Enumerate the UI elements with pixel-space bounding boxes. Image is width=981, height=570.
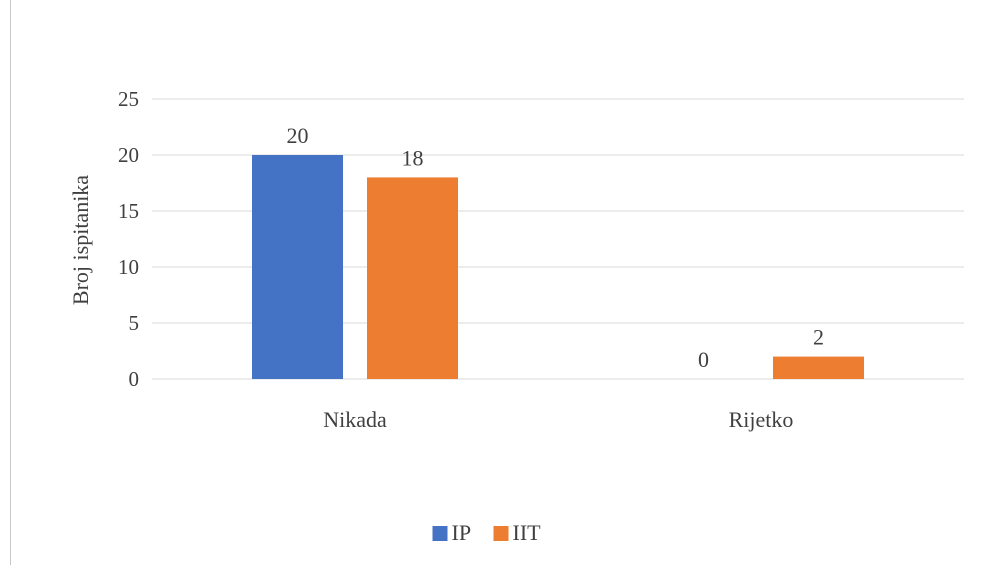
- data-labels: 20 18 0 2: [287, 123, 825, 372]
- y-tick-label: 5: [129, 311, 140, 335]
- y-tick-label: 0: [129, 367, 140, 391]
- y-tick-label: 20: [118, 143, 139, 167]
- x-category-label: Rijetko: [729, 407, 794, 432]
- legend-swatch-iit: [493, 526, 509, 541]
- bar-iit-rijetko: [773, 356, 864, 379]
- bar-chart: 0 5 10 15 20 25 Broj ispitanika 20 18 0 2 Nikada…: [68, 87, 964, 545]
- bars: [252, 155, 864, 379]
- x-category-label: Nikada: [323, 407, 387, 432]
- y-axis-title: Broj ispitanika: [68, 175, 93, 305]
- legend-swatch-ip: [432, 526, 448, 541]
- legend-label-ip: IP: [452, 520, 472, 545]
- y-tick-label: 10: [118, 255, 139, 279]
- bar-iit-nikada: [367, 177, 458, 379]
- data-label: 20: [287, 123, 309, 148]
- data-label: 0: [698, 347, 709, 372]
- data-label: 18: [402, 145, 424, 170]
- data-label: 2: [813, 325, 824, 350]
- chart-frame: 0 5 10 15 20 25 Broj ispitanika 20 18 0 2 Nikada…: [10, 0, 981, 565]
- x-axis-categories: Nikada Rijetko: [323, 407, 793, 432]
- y-tick-label: 25: [118, 87, 139, 111]
- bar-ip-nikada: [252, 155, 343, 379]
- legend-label-iit: IIT: [513, 520, 542, 545]
- y-tick-label: 15: [118, 199, 139, 223]
- legend: IP IIT: [432, 520, 542, 545]
- y-axis-ticks: 0 5 10 15 20 25: [118, 87, 139, 391]
